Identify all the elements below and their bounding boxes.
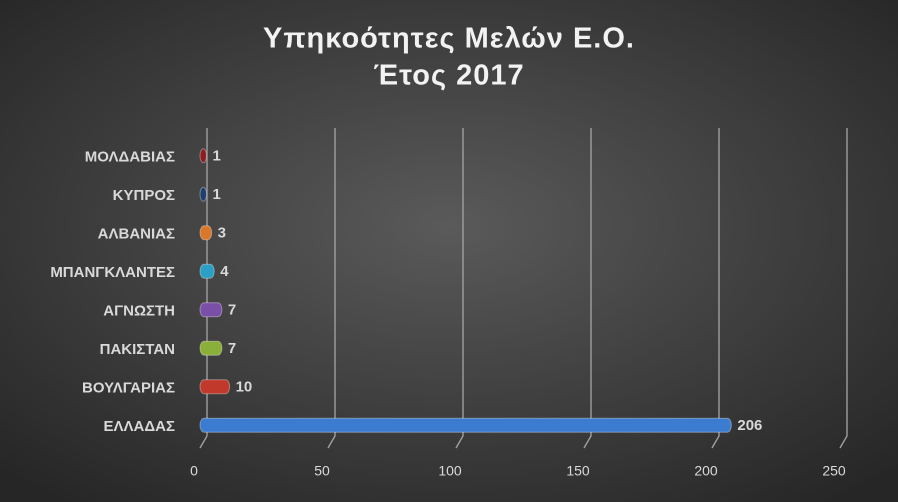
bar — [199, 263, 215, 279]
value-label: 1 — [213, 148, 221, 165]
chart-subtitle: Έτος 2017 — [373, 60, 524, 92]
x-tick-label: 50 — [314, 463, 330, 479]
value-label: 1 — [213, 186, 221, 203]
y-tick-label: ΠΑΚΙΣΤΑΝ — [100, 341, 175, 358]
bar — [199, 302, 223, 318]
chart-title: Υπηκοότητες Μελών Ε.Ο. — [263, 23, 635, 55]
value-label: 10 — [236, 379, 253, 396]
grid-line — [711, 128, 720, 449]
grid-line — [455, 128, 464, 449]
x-tick-label: 200 — [694, 463, 718, 479]
bar — [199, 417, 732, 433]
bar — [199, 148, 208, 164]
value-label: 3 — [218, 225, 226, 242]
grid-line — [327, 128, 336, 449]
y-tick-label: ΜΠΑΝΓΚΛΑΝΤΕΣ — [50, 264, 175, 281]
y-tick-label: ΕΛΛΑΔΑΣ — [104, 418, 175, 435]
grid-line — [839, 128, 848, 449]
value-label: 7 — [228, 302, 236, 319]
y-tick-label: ΑΓΝΩΣΤΗ — [103, 303, 175, 320]
value-label: 4 — [220, 263, 229, 280]
bar — [199, 379, 231, 395]
x-tick-label: 0 — [190, 463, 198, 479]
y-tick-label: ΒΟΥΛΓΑΡΙΑΣ — [82, 380, 175, 397]
x-tick-label: 150 — [566, 463, 590, 479]
x-tick-label: 250 — [822, 463, 846, 479]
y-tick-label: ΑΛΒΑΝΙΑΣ — [98, 226, 175, 243]
bar — [199, 186, 208, 202]
bar — [199, 340, 223, 356]
y-tick-label: ΜΟΛΔΑΒΙΑΣ — [85, 149, 175, 166]
y-tick-label: ΚΥΠΡΟΣ — [113, 187, 175, 204]
value-label: 206 — [737, 417, 762, 434]
value-label: 7 — [228, 340, 236, 357]
bar — [199, 225, 213, 241]
grid-line — [583, 128, 592, 449]
x-tick-label: 100 — [438, 463, 462, 479]
